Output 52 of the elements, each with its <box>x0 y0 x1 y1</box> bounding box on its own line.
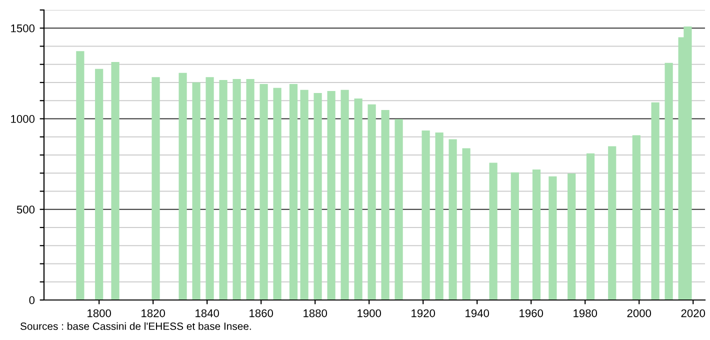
bar <box>76 51 84 300</box>
x-tick-label: 1940 <box>466 309 490 318</box>
bar <box>152 77 160 300</box>
bar <box>422 130 430 300</box>
x-tick-label: 1840 <box>196 309 220 318</box>
bar <box>651 102 660 300</box>
x-tick-label: 1860 <box>250 309 274 318</box>
bar <box>273 88 282 300</box>
bar <box>394 119 403 300</box>
x-tick-label: 1980 <box>574 309 598 318</box>
y-tick-label: 1500 <box>11 24 35 32</box>
bar <box>568 173 576 300</box>
bar <box>489 162 498 300</box>
bar <box>219 80 228 300</box>
bar <box>462 148 470 300</box>
x-tick-label: 1900 <box>358 309 382 318</box>
bar <box>300 90 308 300</box>
bar <box>368 104 376 300</box>
bar <box>260 84 268 300</box>
x-tick-label: 1880 <box>304 309 328 318</box>
x-tick-label: 1960 <box>520 309 544 318</box>
bar <box>178 72 187 300</box>
bar <box>381 110 390 300</box>
bar <box>111 62 120 300</box>
bar <box>664 62 673 300</box>
x-tick-label: 1920 <box>412 309 436 318</box>
bar <box>354 98 362 300</box>
bar <box>632 135 640 300</box>
bar <box>435 132 444 300</box>
bar <box>510 172 519 300</box>
bar <box>608 146 616 300</box>
y-tick-label: 1000 <box>11 115 35 123</box>
x-tick-label: 2000 <box>627 309 652 318</box>
x-tick-label: 1820 <box>142 309 166 318</box>
bar <box>340 90 349 300</box>
bar <box>548 176 557 300</box>
bar <box>327 91 336 300</box>
y-tick-label: 0 <box>29 296 35 304</box>
x-tick-label: 2020 <box>681 309 706 318</box>
bar <box>246 79 254 300</box>
source-note: Sources : base Cassini de l'EHESS et base Insee. <box>20 322 251 330</box>
bar <box>314 93 322 300</box>
bar <box>95 68 104 300</box>
bar <box>232 79 241 300</box>
bar <box>289 84 298 300</box>
x-tick-label: 1800 <box>88 309 112 318</box>
bar <box>206 77 214 300</box>
bar <box>192 82 200 300</box>
y-tick-label: 500 <box>16 206 35 214</box>
bar <box>448 139 457 300</box>
bar <box>532 170 541 300</box>
bar <box>586 153 595 300</box>
